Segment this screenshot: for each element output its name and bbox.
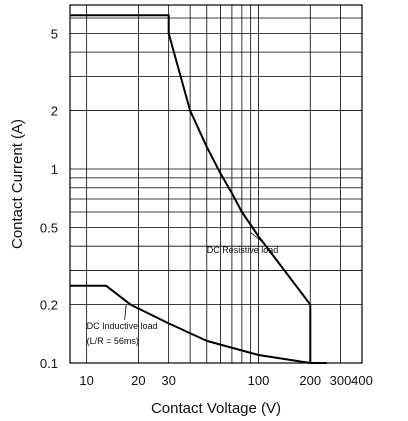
x-tick-label: 30: [161, 373, 175, 388]
y-tick-label: 0.2: [40, 298, 58, 313]
y-axis-title: Contact Current (A): [9, 119, 26, 249]
x-axis-title: Contact Voltage (V): [151, 400, 281, 417]
x-tick-label: 20: [131, 373, 145, 388]
annotation-leader-resistive: [250, 232, 266, 245]
y-tick-label: 1: [51, 162, 58, 177]
series-layer: [70, 14, 327, 364]
x-tick-label: 200: [299, 373, 321, 388]
series-line-dc-resistive-load: [70, 14, 312, 363]
x-tick-label: 10: [79, 373, 93, 388]
x-tick-label: 300: [330, 373, 352, 388]
annotation-inductive-2: (L/R = 56ms): [87, 336, 139, 346]
y-tick-labels: 0.1 0.2 0.5 1 2 5: [40, 26, 58, 371]
y-tick-label: 2: [51, 104, 58, 119]
y-tick-label: 0.1: [40, 356, 58, 371]
annotation-resistive: DC Resistive load: [207, 245, 279, 255]
x-tick-labels: 10 20 30 100 200 300 400: [79, 373, 372, 388]
y-tick-label: 5: [51, 26, 58, 41]
x-tick-label: 400: [351, 373, 373, 388]
plot-frame: [69, 4, 363, 364]
series-line-dc-inductive-load-l-r-56ms: [70, 284, 327, 364]
grid: [70, 5, 363, 364]
annotation-inductive-1: DC Inductive load: [87, 321, 158, 331]
annotation-leader-inductive-1: [124, 304, 127, 320]
annotation-layer: DC Resistive load DC Inductive load (L/R =…: [87, 232, 279, 346]
y-tick-label: 0.5: [40, 220, 58, 235]
x-tick-label: 100: [248, 373, 270, 388]
